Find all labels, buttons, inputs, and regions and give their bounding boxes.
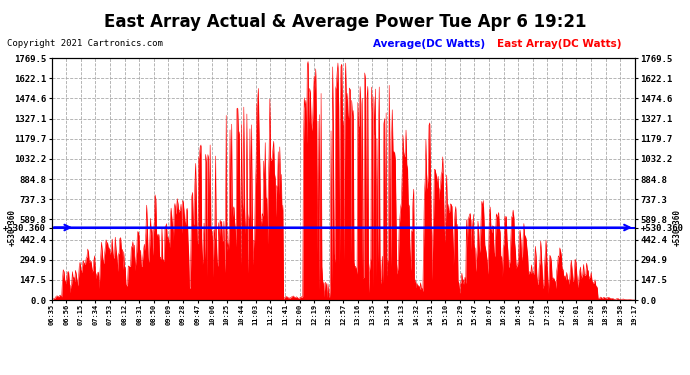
- Text: +530.360: +530.360: [672, 209, 681, 246]
- Text: Average(DC Watts): Average(DC Watts): [373, 39, 484, 50]
- Text: East Array Actual & Average Power Tue Apr 6 19:21: East Array Actual & Average Power Tue Ap…: [104, 13, 586, 31]
- Text: +530.360: +530.360: [8, 209, 17, 246]
- Text: East Array(DC Watts): East Array(DC Watts): [497, 39, 621, 50]
- Text: Copyright 2021 Cartronics.com: Copyright 2021 Cartronics.com: [7, 39, 163, 48]
